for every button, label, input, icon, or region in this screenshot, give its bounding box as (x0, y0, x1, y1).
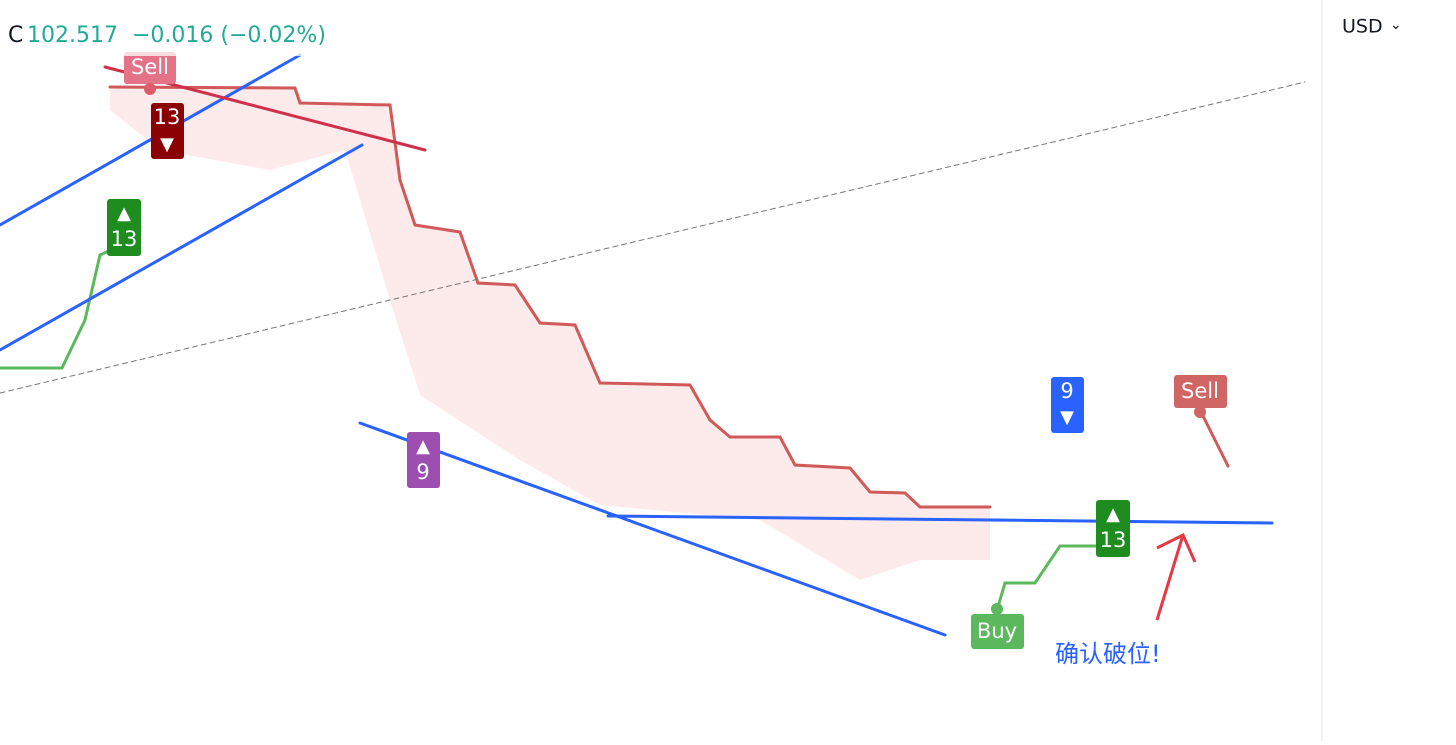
neckline (606, 514, 1274, 525)
td-badge (407, 432, 440, 488)
td-count: 9 (416, 460, 429, 484)
trend-line-green (0, 246, 117, 370)
buy-label: Buy (977, 619, 1017, 643)
signal-dot (144, 83, 156, 95)
sell-badge (1174, 375, 1227, 408)
trend-line-green (995, 544, 1112, 612)
signal-dot (1194, 406, 1206, 418)
down-arrow: ▼ (1060, 407, 1074, 428)
red-arrow (1155, 532, 1197, 621)
sell-label: Sell (1181, 379, 1219, 403)
up-arrow: ▲ (1106, 504, 1120, 525)
trend-fill (110, 87, 990, 580)
td-count: 13 (1100, 528, 1127, 552)
sell-label: Sell (131, 55, 169, 79)
buy-badge (971, 614, 1024, 649)
td-badge (1096, 500, 1130, 557)
currency-caret[interactable]: ⌄ (1390, 17, 1402, 33)
legend-box (0, 8, 332, 56)
up-arrow: ▲ (117, 203, 131, 224)
channel-line (0, 143, 364, 352)
up-arrow: ▲ (416, 436, 430, 457)
td-badge (107, 199, 141, 256)
annotations: Sell 13 ▼ ▲ 13 ▲ 9 9 ▼ ▲ 13 Buy Sell 确认破… (107, 52, 1227, 668)
change: −0.016 (−0.02%) (132, 23, 326, 48)
symbol: C (8, 23, 23, 48)
td-count: 13 (111, 227, 138, 251)
support-line (358, 421, 947, 637)
channel-line (0, 53, 302, 227)
td-count: 9 (1060, 379, 1073, 403)
td-badge (1051, 377, 1084, 433)
dashed-trend (0, 81, 1306, 394)
close-value: 102.517 (27, 23, 118, 48)
signal-dot (991, 603, 1003, 615)
currency[interactable]: USD (1342, 16, 1383, 38)
price-axis (1306, 0, 1456, 741)
sell-badge (124, 52, 176, 84)
td-count: 13 (154, 105, 181, 129)
down-arrow: ▼ (160, 134, 174, 155)
drawings (0, 53, 1306, 637)
td-badge (151, 103, 184, 159)
trend-line-red (1198, 408, 1230, 468)
note: 确认破位! (1055, 640, 1161, 668)
